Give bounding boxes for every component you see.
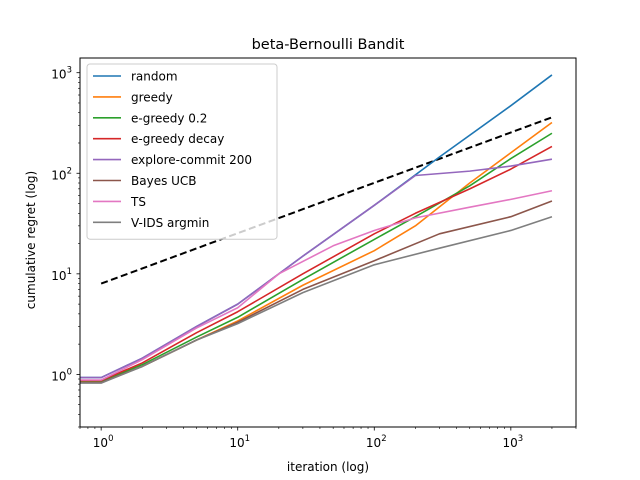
x-tick-label-2: 102	[366, 434, 387, 450]
axes-frame	[79, 57, 577, 428]
legend-label-7: V-IDS argmin	[131, 216, 209, 230]
series-line-4	[80, 158, 553, 379]
x-axis-title: iteration (log)	[287, 460, 369, 474]
chart-title: beta-Bernoulli Bandit	[252, 37, 405, 53]
legend-label-5: Bayes UCB	[131, 174, 197, 188]
legend: random greedy e-greedy 0.2 e-greedy decay ex…	[86, 63, 278, 240]
series-group	[80, 74, 553, 384]
legend-label-2: e-greedy 0.2	[131, 111, 207, 125]
legend-label-0: random	[131, 70, 178, 84]
series-line-7	[80, 215, 553, 384]
y-tick-label-1: 101	[51, 267, 72, 283]
y-tick-label-2: 102	[51, 166, 72, 182]
x-tick-label-1: 101	[229, 434, 250, 450]
y-tick-label-3: 103	[51, 66, 72, 82]
y-axis-title: cumulative regret (log)	[24, 171, 38, 309]
plot-area: 100 101 102 103 100 101 102 103 random greedy e-gr…	[51, 57, 577, 450]
legend-label-4: explore-commit 200	[131, 153, 252, 167]
series-line-2	[80, 132, 553, 382]
series-line-6	[80, 189, 553, 381]
legend-label-6: TS	[130, 195, 146, 209]
series-line-3	[80, 145, 553, 382]
legend-label-3: e-greedy decay	[131, 132, 224, 146]
y-tick-label-0: 100	[51, 367, 72, 383]
x-tick-label-3: 103	[502, 434, 523, 450]
legend-box	[86, 63, 278, 240]
legend-label-1: greedy	[131, 90, 173, 104]
x-tick-label-0: 100	[93, 434, 114, 450]
reference-line	[100, 116, 553, 285]
